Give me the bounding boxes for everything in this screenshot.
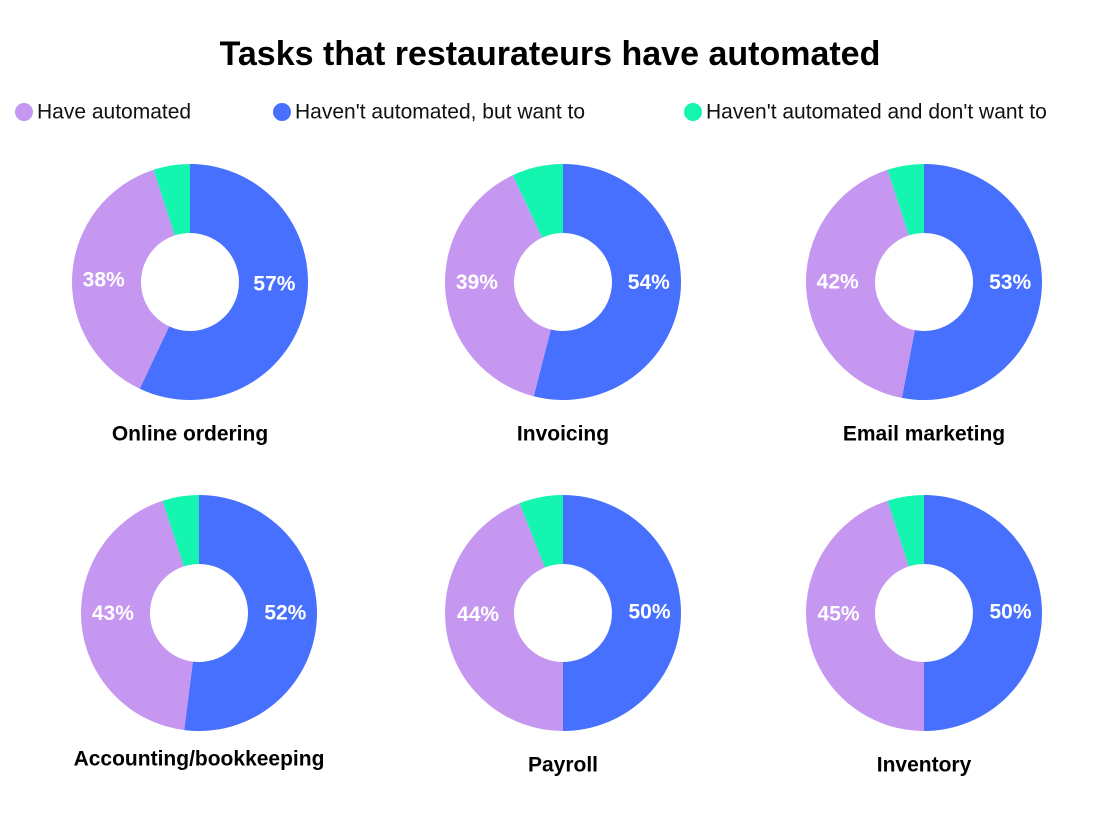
donut-segment — [924, 495, 1042, 731]
donut-segment — [445, 175, 551, 397]
donut-segment — [806, 500, 924, 731]
legend-swatch — [684, 103, 702, 121]
legend-label: Haven't automated and don't want to — [706, 101, 1047, 124]
legend-swatch — [273, 103, 291, 121]
chart-subtitle: Accounting/bookkeeping — [74, 748, 325, 771]
value-label: 42% — [817, 270, 859, 293]
value-label: 54% — [628, 271, 670, 294]
value-label: 38% — [83, 269, 125, 292]
chart-subtitle: Email marketing — [843, 423, 1005, 446]
chart-subtitle: Online ordering — [112, 423, 268, 446]
donut-segment — [887, 164, 924, 236]
value-label: 45% — [818, 603, 860, 626]
donut-segment — [512, 164, 563, 238]
donut-segment — [81, 500, 193, 731]
donut-segment — [901, 164, 1042, 400]
value-label: 50% — [989, 601, 1031, 624]
value-label: 57% — [253, 272, 295, 295]
value-label: 44% — [457, 603, 499, 626]
donut-segment — [184, 495, 318, 731]
legend-swatch — [15, 103, 33, 121]
donut-segment — [533, 164, 681, 400]
donut-segment — [563, 495, 681, 731]
donut-segment — [153, 164, 190, 236]
donut-segment — [806, 169, 915, 398]
donut-segment — [519, 495, 563, 568]
donut-segment — [444, 503, 563, 731]
value-label: 52% — [264, 601, 306, 624]
value-label: 39% — [456, 271, 498, 294]
chart-subtitle: Inventory — [877, 754, 972, 777]
legend-label: Have automated — [37, 101, 191, 124]
value-label: 43% — [92, 602, 134, 625]
legend-label: Haven't automated, but want to — [295, 101, 585, 124]
donut-segment — [887, 495, 924, 567]
donut-segment — [162, 495, 199, 567]
donut-segment — [139, 164, 308, 400]
chart-subtitle: Payroll — [528, 754, 598, 777]
value-label: 50% — [628, 601, 670, 624]
chart-subtitle: Invoicing — [517, 423, 609, 446]
donut-segment — [72, 169, 175, 389]
chart-title: Tasks that restaurateurs have automated — [220, 35, 881, 73]
value-label: 53% — [989, 271, 1031, 294]
